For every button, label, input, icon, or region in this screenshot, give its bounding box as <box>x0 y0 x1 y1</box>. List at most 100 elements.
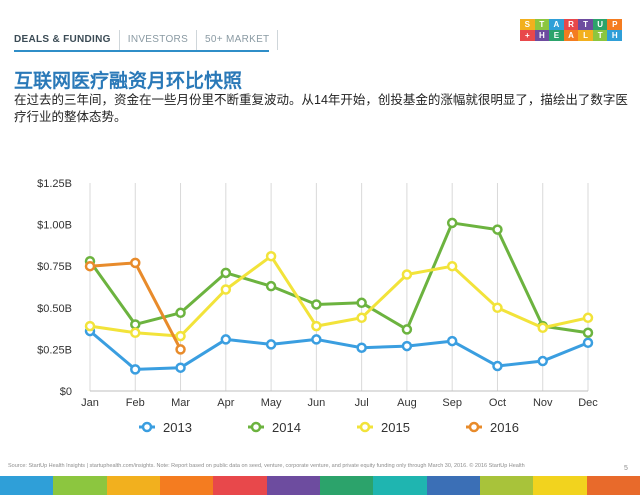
footer-bar-segment <box>159 476 214 495</box>
logo-letter: L <box>578 30 593 41</box>
y-tick-label: $1.00B <box>37 220 72 232</box>
data-point-2015 <box>401 269 413 280</box>
logo-letter: A <box>563 30 579 41</box>
series-line-2014 <box>88 221 589 335</box>
data-point-2015 <box>537 322 548 334</box>
legend-entry-2014: 2014 <box>272 420 301 435</box>
data-point-2014 <box>582 327 594 339</box>
y-tick-label: $1.25B <box>37 178 72 190</box>
nav-active-underline <box>14 50 269 52</box>
data-point-2016 <box>175 344 186 355</box>
data-point-2014 <box>401 324 413 335</box>
data-point-2015 <box>582 312 594 324</box>
data-point-2016 <box>130 257 141 269</box>
footer-bar-segment <box>53 476 107 495</box>
data-point-2014 <box>446 217 458 229</box>
logo-letter: + <box>520 30 535 41</box>
x-tick-label: Mar <box>171 397 190 409</box>
data-point-2013 <box>175 362 186 373</box>
data-point-2013 <box>220 334 232 345</box>
logo-letter: E <box>549 30 564 41</box>
y-tick-label: $0.25B <box>37 344 72 356</box>
footer-bar-segment <box>319 476 374 495</box>
footer-bar-segment <box>373 476 427 495</box>
x-tick-label: Apr <box>217 397 234 409</box>
nav-tab-deals-funding[interactable]: DEALS & FUNDING <box>14 30 120 50</box>
data-point-2014 <box>265 280 277 292</box>
funding-line-chart: $0 $0.25B $0.50B $0.75B $1.00B $1.25B Jan Feb Ma… <box>37 178 598 435</box>
logo-letter: T <box>534 19 550 30</box>
logo-letter: R <box>563 19 579 30</box>
data-point-2013 <box>492 360 503 372</box>
data-point-2013 <box>265 339 277 350</box>
series-line-2015 <box>89 254 589 338</box>
x-tick-label: Jun <box>307 397 325 409</box>
x-tick-label: Feb <box>126 397 145 409</box>
source-note: Source: StartUp Health Insights | startu… <box>8 463 525 469</box>
x-tick-label: Aug <box>397 397 417 409</box>
logo-letter: H <box>534 30 550 41</box>
data-point-2014 <box>356 297 367 309</box>
y-tick-label: $0.75B <box>37 261 72 273</box>
data-point-2013 <box>537 355 548 367</box>
data-point-2014 <box>220 267 232 279</box>
footer-bar-segment <box>0 476 54 495</box>
legend-swatch-marker <box>141 421 153 433</box>
data-point-2015 <box>265 250 277 262</box>
data-point-2013 <box>356 342 367 353</box>
footer-bar-segment <box>106 476 160 495</box>
logo-letter: S <box>520 19 535 30</box>
page-number: 5 <box>624 465 628 472</box>
nav-tab-50-market[interactable]: 50+ MARKET <box>197 30 279 50</box>
footer-bar-segment <box>213 476 267 495</box>
legend-entry-2016: 2016 <box>490 420 519 435</box>
data-point-2015 <box>175 330 186 342</box>
legend-entry-2015: 2015 <box>381 420 410 435</box>
footer-bar-segment <box>266 476 320 495</box>
data-point-2016 <box>84 260 96 272</box>
footer-bar-segment <box>426 476 480 495</box>
page-title: 互联网医疗融资月环比快照 <box>14 71 243 92</box>
data-point-2014 <box>175 307 186 319</box>
data-point-2013 <box>446 335 458 347</box>
logo-letter: T <box>578 19 593 30</box>
y-tick-label: $0 <box>60 386 72 398</box>
data-point-2015 <box>356 312 367 324</box>
x-tick-label: Jan <box>81 397 99 409</box>
data-point-2015 <box>220 284 232 295</box>
x-tick-label: Dec <box>578 397 598 409</box>
data-point-2015 <box>492 302 503 314</box>
footer-bar-segment <box>533 476 587 495</box>
data-point-2014 <box>130 319 141 330</box>
footer-bar-segment <box>479 476 534 495</box>
series-line-2013 <box>89 329 589 371</box>
logo-letter: U <box>592 19 608 30</box>
startup-health-logo: S T A R T U P + H E A L T H <box>520 19 623 41</box>
legend-swatch-marker <box>468 421 480 433</box>
footer-bar-segment <box>586 476 640 495</box>
lead-paragraph: 在过去的三年间，资金在一些月份里不断重复波动。从14年开始，创投基金的涨幅就很明… <box>14 93 628 124</box>
nav-tab-investors[interactable]: INVESTORS <box>120 30 198 50</box>
data-point-2013 <box>311 334 322 345</box>
data-point-2013 <box>130 364 141 375</box>
legend-swatch-marker <box>250 421 262 433</box>
data-point-2014 <box>492 224 503 235</box>
logo-row-2: + H E A L T H <box>520 30 623 41</box>
data-point-2014 <box>311 299 322 310</box>
logo-letter: A <box>549 19 564 30</box>
data-point-2015 <box>311 320 322 332</box>
legend-entry-2013: 2013 <box>163 420 192 435</box>
top-nav: DEALS & FUNDING INVESTORS 50+ MARKET <box>14 30 279 50</box>
y-tick-label: $0.50B <box>37 303 72 315</box>
x-tick-label: Sep <box>442 397 462 409</box>
logo-letter: T <box>592 30 608 41</box>
x-tick-label: Jul <box>355 397 369 409</box>
data-point-2013 <box>582 337 594 348</box>
data-point-2015 <box>446 260 458 272</box>
data-point-2015 <box>130 327 141 339</box>
logo-letter: P <box>607 19 623 30</box>
data-point-2015 <box>84 320 96 332</box>
footer-color-bar <box>0 476 640 495</box>
logo-letter: H <box>607 30 623 41</box>
